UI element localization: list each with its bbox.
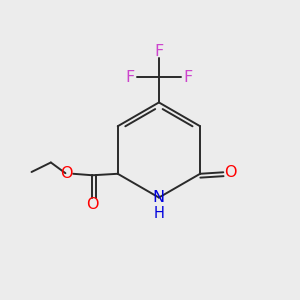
Text: N: N [153, 190, 165, 205]
Text: F: F [183, 70, 192, 85]
Text: H: H [154, 206, 164, 220]
Text: O: O [224, 165, 237, 180]
Text: F: F [125, 70, 135, 85]
Text: O: O [60, 166, 72, 181]
Text: O: O [86, 197, 99, 212]
Text: F: F [154, 44, 164, 59]
